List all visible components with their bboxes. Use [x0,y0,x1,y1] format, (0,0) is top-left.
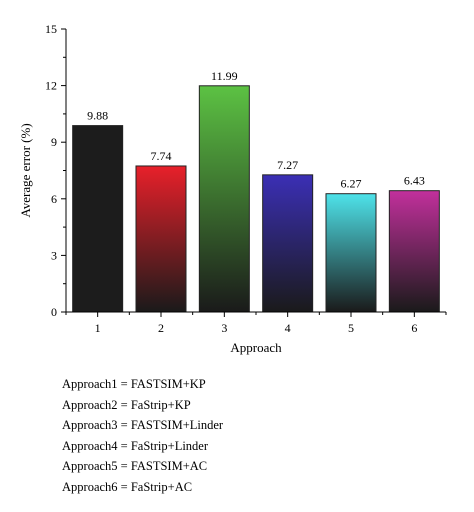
bar-approach-6 [388,190,440,313]
legend-line-approach3: Approach3 = FASTSIM+Linder [62,418,224,432]
legend-line-approach5: Approach5 = FASTSIM+AC [62,459,208,473]
legend-line-approach4: Approach4 = FaStrip+Linder [62,438,209,453]
bar-approach-5 [325,193,377,313]
x-tick-label-2: 2 [158,321,164,335]
bar-value-label-3: 11.99 [211,69,238,83]
legend-line-approach2: Approach2 = FaStrip+KP [62,397,191,412]
bar-approach-4 [262,174,314,313]
y-tick-label-15: 15 [45,22,57,36]
y-tick-label-12: 12 [45,79,57,93]
y-tick-label-6: 6 [51,192,57,206]
approach-legend: Approach1 = FASTSIM+KP Approach2 = FaStr… [62,374,223,497]
x-tick-label-6: 6 [411,321,417,335]
x-tick-label-3: 3 [221,321,227,335]
x-tick-label-1: 1 [95,321,101,335]
bar-value-label-4: 7.27 [277,158,298,172]
y-axis-title: Average error (%) [18,123,33,217]
legend-line-approach6: Approach6 = FaStrip+AC [62,479,193,494]
x-tick-label-5: 5 [348,321,354,335]
y-tick-label-0: 0 [51,305,57,319]
legend-line-approach1: Approach1 = FASTSIM+KP [62,377,206,391]
bar-approach-3 [198,85,250,313]
bar-chart: 9.88 7.74 11.99 7.27 6.27 6.43 0 3 6 9 12 15 1 2 3 4 5 6 A… [18,22,447,355]
bar-approach-1 [72,125,124,313]
bar-approach-2 [135,165,187,313]
y-tick-label-9: 9 [51,135,57,149]
x-tick-label-4: 4 [285,321,291,335]
bar-value-label-6: 6.43 [404,174,425,188]
bar-value-label-5: 6.27 [341,177,362,191]
bar-value-label-2: 7.74 [151,149,172,163]
bar-value-label-1: 9.88 [87,109,108,123]
x-axis-title: Approach [230,340,282,355]
y-tick-label-3: 3 [51,248,57,262]
